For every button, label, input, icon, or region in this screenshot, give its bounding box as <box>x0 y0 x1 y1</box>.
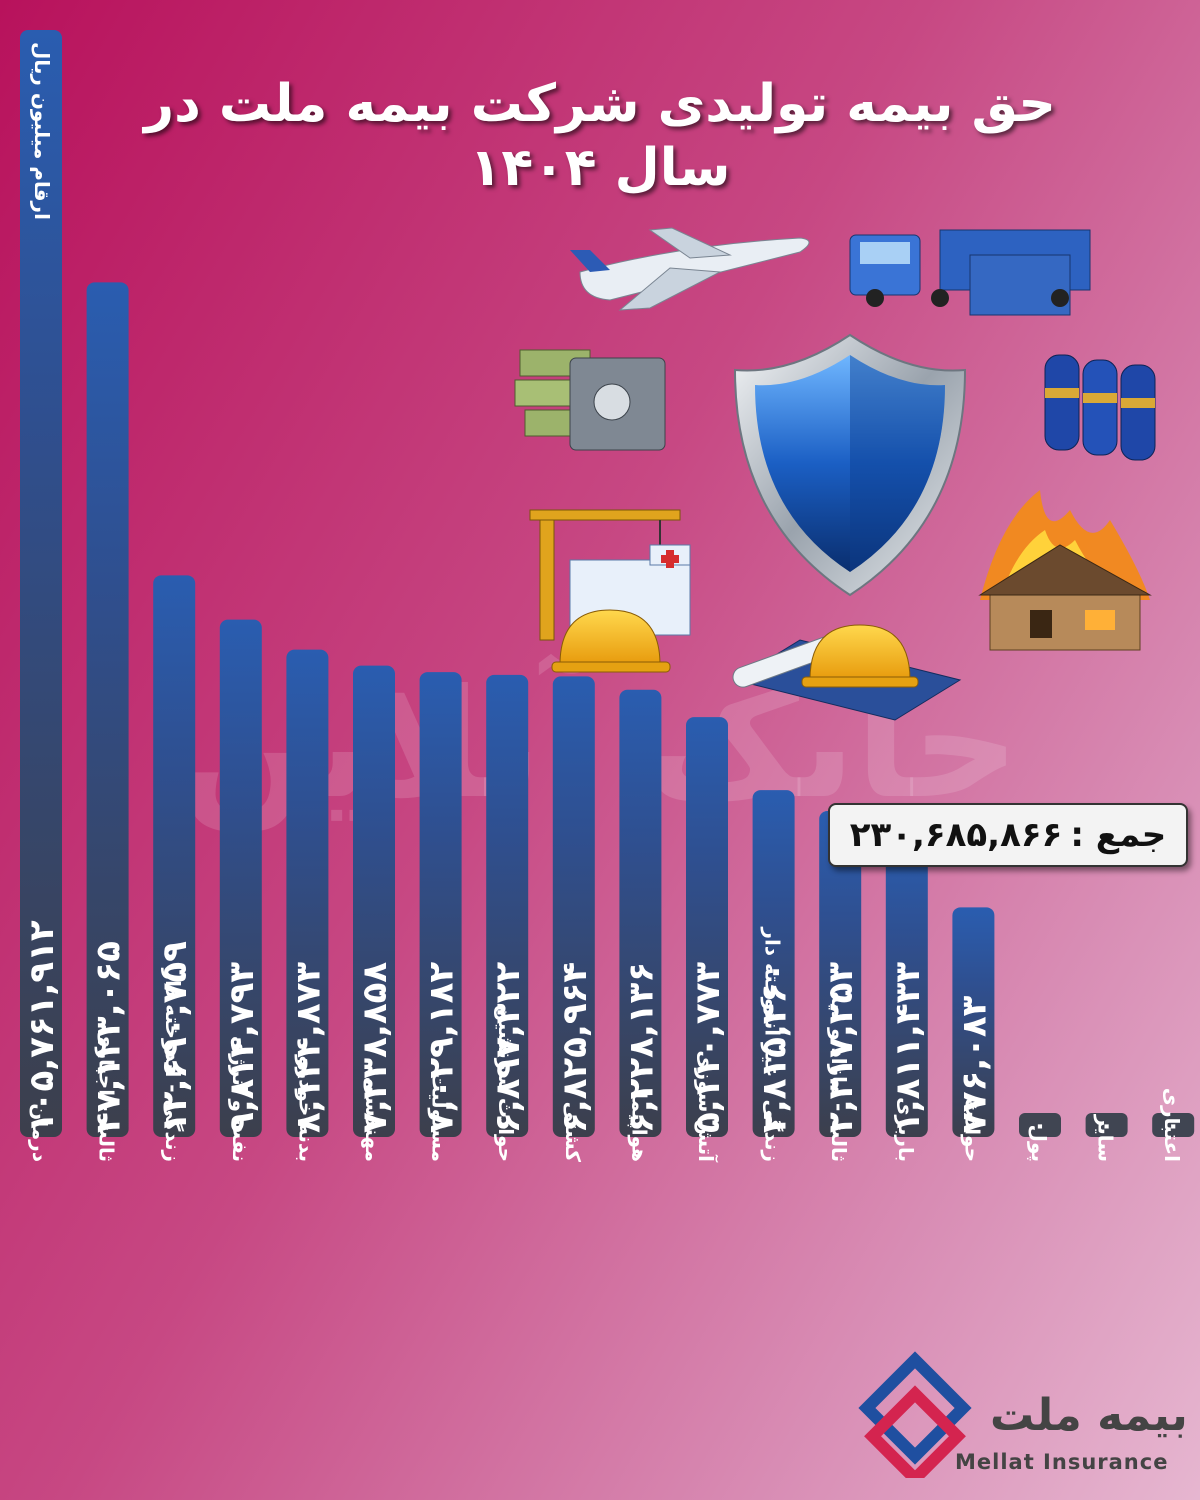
bar <box>153 575 196 1137</box>
insurance-illustration <box>514 227 1156 721</box>
bar-value-label: ۲,۸۱۵,۴۶۰ <box>755 962 795 1133</box>
category-label: اعتباری <box>1160 1088 1184 1162</box>
bar-value-label: ۵,۱۱۰,۷۷۳ <box>688 962 728 1133</box>
money-safe-icon <box>514 349 666 451</box>
category-label: زندگی - اندوخته دار <box>161 968 185 1162</box>
brand-name-en: Mellat Insurance <box>955 1450 1169 1474</box>
page-title: حق بیمه تولیدی شرکت بیمه ملت در سال ۱۴۰۴ <box>144 74 1056 198</box>
mellat-logo-icon <box>858 1351 972 1478</box>
bar-value-label: ۱,۸۱۱,۴۳۳ <box>888 962 928 1133</box>
bar-value-label: ۰ <box>1033 1111 1048 1139</box>
total-badge: جمع : ۲۳۰,۶۸۵,۸۶۶ <box>828 803 1188 867</box>
category-label: هواپیما <box>626 1092 651 1162</box>
category-label: مهندسی <box>361 1077 385 1162</box>
shield-icon <box>733 333 967 597</box>
bar-value-label: ۰ <box>1099 1111 1114 1139</box>
category-label: ثالث - مازاد و دیه <box>827 991 851 1162</box>
bar-value-label: ۹,۸۱۴,۷۹۳ <box>222 962 262 1133</box>
bar <box>486 674 529 1137</box>
blueprint-icon <box>732 624 962 721</box>
bar-value-label: ۶,۸۹۷,۳۲۲ <box>488 962 528 1133</box>
bar <box>353 665 395 1137</box>
category-label: آتش سوزی <box>694 1050 719 1163</box>
bar <box>1152 1113 1195 1137</box>
hard-hat-icon <box>551 609 671 673</box>
bar <box>686 717 728 1137</box>
burning-house-icon <box>978 490 1152 651</box>
total-label: جمع : <box>1070 815 1167 855</box>
bar-value-label: ۷,۳۳۸,۸۵۸ <box>355 962 395 1133</box>
brand-name-fa: بیمه ملت <box>990 1390 1188 1441</box>
bar <box>286 649 329 1137</box>
bar <box>20 30 62 1137</box>
category-label: درمان <box>28 1103 52 1162</box>
category-label: نفت و انرژی <box>228 1036 252 1162</box>
category-label: حوادث <box>960 1098 984 1162</box>
bar <box>1019 1113 1061 1137</box>
bar <box>619 689 662 1137</box>
bar-value-label: ۲,۳۱۷,۲۵۳ <box>821 962 861 1133</box>
construction-crane-icon <box>529 509 681 641</box>
bar-value-label: ۶,۸۲۵,۹۶۴ <box>555 962 595 1133</box>
bar-value-label: ۶,۲۲۸,۱۳۶ <box>621 962 661 1133</box>
category-label: پول <box>1026 1125 1051 1162</box>
unit-label: ارقام میلیون ریال <box>30 42 54 220</box>
category-label: ثالث - اجباری <box>95 1029 119 1162</box>
bar <box>952 907 995 1137</box>
truck-icon <box>849 229 1091 316</box>
category-label: سایر <box>1094 1114 1118 1162</box>
gas-cylinders-icon <box>1044 354 1156 461</box>
category-label: بدنه خودرو <box>294 1054 318 1162</box>
bar <box>219 619 262 1137</box>
category-label: کشتی <box>561 1102 585 1163</box>
bar-value-label: ۷۷۶,۰۸۳ <box>954 995 994 1133</box>
bar-value-label: ۰ <box>1166 1111 1181 1139</box>
category-label: زندگی - غیر اندوخته دار <box>761 926 785 1162</box>
bar <box>1085 1113 1128 1137</box>
bar <box>419 672 462 1137</box>
bar-value-label: ۱۰۵,۷۶۱,۹۱۲ <box>22 920 62 1133</box>
bar-value-label: ۷,۰۲۹,۱۸۲ <box>422 962 462 1133</box>
bar-value-label: ۱۲,۶۹۰,۷۵۹ <box>155 941 195 1133</box>
bar-value-label: ۴۷,۱۲۳,۰۶۵ <box>89 941 129 1133</box>
bar <box>752 790 795 1137</box>
bar-value-label: ۸,۱۴۴,۸۷۳ <box>288 962 328 1133</box>
bar <box>885 835 928 1137</box>
bar <box>819 811 862 1137</box>
total-value: ۲۳۰,۶۸۵,۸۶۶ <box>849 815 1063 855</box>
bar <box>86 282 129 1138</box>
category-label: حوادث سرنشین <box>494 1005 518 1162</box>
airplane-icon <box>570 227 810 311</box>
category-label: باربری <box>894 1097 918 1162</box>
category-label: مسئولیت <box>428 1072 452 1162</box>
bar <box>552 676 595 1137</box>
